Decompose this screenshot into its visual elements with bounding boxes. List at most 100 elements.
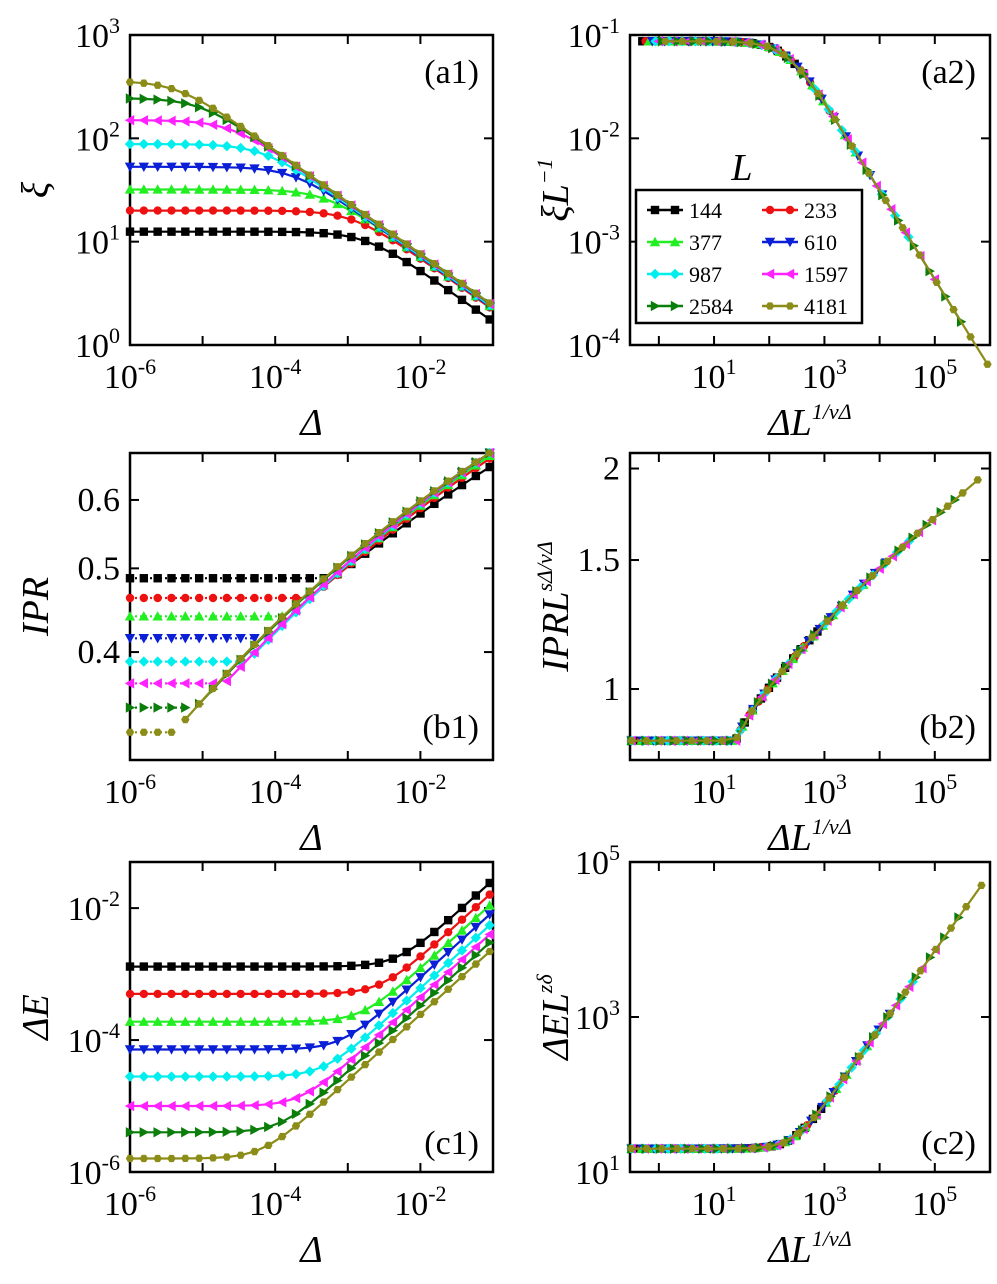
series-4181-point bbox=[264, 142, 273, 150]
series-4181-point bbox=[898, 543, 907, 551]
series-4181-point bbox=[885, 1009, 895, 1018]
series-1597-point bbox=[346, 1054, 356, 1065]
series-4181-point bbox=[916, 967, 925, 975]
series-377-point bbox=[138, 184, 150, 194]
legend-377-point bbox=[669, 236, 681, 247]
series-610-point bbox=[442, 948, 454, 958]
series-610-point bbox=[304, 1043, 316, 1053]
series-233-point bbox=[457, 915, 467, 924]
series-987-point bbox=[166, 139, 177, 150]
series-233-path bbox=[631, 606, 842, 742]
series-144-point bbox=[139, 962, 149, 971]
series-4181-point bbox=[374, 1048, 384, 1056]
series-4181-point bbox=[388, 1035, 398, 1044]
series-4181-point bbox=[222, 1153, 232, 1161]
series-4181-point bbox=[347, 551, 356, 559]
series-4181-point bbox=[250, 1147, 259, 1156]
series-377-point bbox=[249, 184, 260, 195]
series-1597-point bbox=[221, 123, 232, 134]
series-1597-point bbox=[290, 605, 301, 616]
series-233-line bbox=[627, 603, 845, 745]
series-233-point bbox=[194, 989, 204, 999]
x-axis-label: ΔL1/νΔ bbox=[766, 814, 851, 859]
series-4181-point bbox=[702, 737, 712, 745]
series-144-line bbox=[125, 574, 328, 583]
series-1597-point bbox=[180, 678, 190, 689]
y-tick-label: 0.6 bbox=[78, 482, 121, 519]
series-233-point bbox=[402, 963, 411, 972]
series-2584-line bbox=[627, 494, 961, 746]
x-tick-label: 10-2 bbox=[394, 769, 446, 811]
series-377-point bbox=[359, 1004, 371, 1015]
legend-label: 377 bbox=[689, 230, 722, 255]
series-233-point bbox=[347, 987, 356, 997]
series-144-point bbox=[222, 574, 232, 583]
series-610-point bbox=[429, 960, 440, 970]
series-2584-point bbox=[277, 1116, 288, 1127]
legend-label: 987 bbox=[689, 262, 722, 287]
y-tick-label: 0.5 bbox=[78, 550, 121, 587]
series-4181-line bbox=[627, 881, 986, 1153]
series-144-point bbox=[347, 232, 356, 242]
series-610-line bbox=[124, 910, 495, 1055]
series-2584-path bbox=[631, 498, 956, 742]
series-2584-point bbox=[139, 702, 150, 713]
plot-frame bbox=[128, 451, 495, 762]
series-610-point bbox=[193, 1045, 205, 1055]
series-233-point bbox=[277, 593, 287, 603]
series-1597-point bbox=[415, 992, 425, 1003]
series-2584-point bbox=[139, 1127, 150, 1138]
series-233-point bbox=[264, 989, 273, 999]
legend: L 144 233 377 610 987 1597 2584 4181 bbox=[634, 147, 864, 325]
series-144-point bbox=[374, 242, 384, 251]
series-233-point bbox=[319, 209, 328, 218]
series-610-line bbox=[124, 162, 495, 312]
series-1597-line bbox=[124, 929, 494, 1112]
y-tick-label: 102 bbox=[75, 116, 120, 158]
series-2584-point bbox=[125, 93, 136, 104]
series-144-point bbox=[264, 962, 273, 971]
series-4181-point bbox=[762, 42, 772, 50]
series-4181-point bbox=[688, 1145, 697, 1153]
series-987-point bbox=[207, 139, 219, 151]
series-4181-point bbox=[809, 1113, 819, 1122]
series-1597-point bbox=[429, 979, 439, 990]
series-144-point bbox=[181, 574, 190, 583]
series-610-point bbox=[249, 634, 260, 644]
series-987-line bbox=[124, 920, 495, 1082]
series-144-point bbox=[374, 958, 384, 967]
series-1597-point bbox=[180, 1100, 190, 1112]
y-tick-label: 10-6 bbox=[68, 1150, 120, 1192]
series-1597-point bbox=[180, 116, 190, 127]
series-4181-point bbox=[825, 1094, 834, 1102]
series-987-point bbox=[318, 1061, 329, 1072]
series-377-point bbox=[180, 611, 191, 621]
series-610-path bbox=[652, 40, 884, 196]
series-2584-point bbox=[416, 1000, 426, 1011]
series-610-point bbox=[124, 1045, 136, 1055]
series-144-path bbox=[631, 630, 819, 742]
series-1597-point bbox=[235, 661, 245, 673]
series-2584-point bbox=[194, 1127, 205, 1138]
series-4181-point bbox=[931, 945, 941, 954]
series-4181-point bbox=[236, 122, 245, 131]
series-1597-line bbox=[626, 944, 940, 1154]
series-377-point bbox=[152, 184, 163, 194]
series-144-point bbox=[153, 227, 162, 236]
series-4181-path bbox=[631, 479, 979, 742]
series-1597-point bbox=[193, 1100, 204, 1112]
series-144-point bbox=[333, 962, 342, 971]
y-tick-label: 2 bbox=[603, 451, 620, 488]
series-2584-line bbox=[125, 702, 191, 713]
series-233-line bbox=[125, 593, 315, 603]
series-144-point bbox=[443, 490, 453, 499]
y-tick-label: 10-2 bbox=[68, 886, 120, 928]
series-144-point bbox=[305, 962, 315, 971]
series-233-point bbox=[139, 206, 149, 215]
series-377-point bbox=[124, 184, 136, 194]
series-1597-point bbox=[373, 1029, 384, 1041]
series-610-point bbox=[207, 1045, 219, 1055]
series-4181-point bbox=[416, 1010, 425, 1018]
series-1597-point bbox=[166, 115, 176, 126]
series-610-point bbox=[124, 162, 136, 173]
